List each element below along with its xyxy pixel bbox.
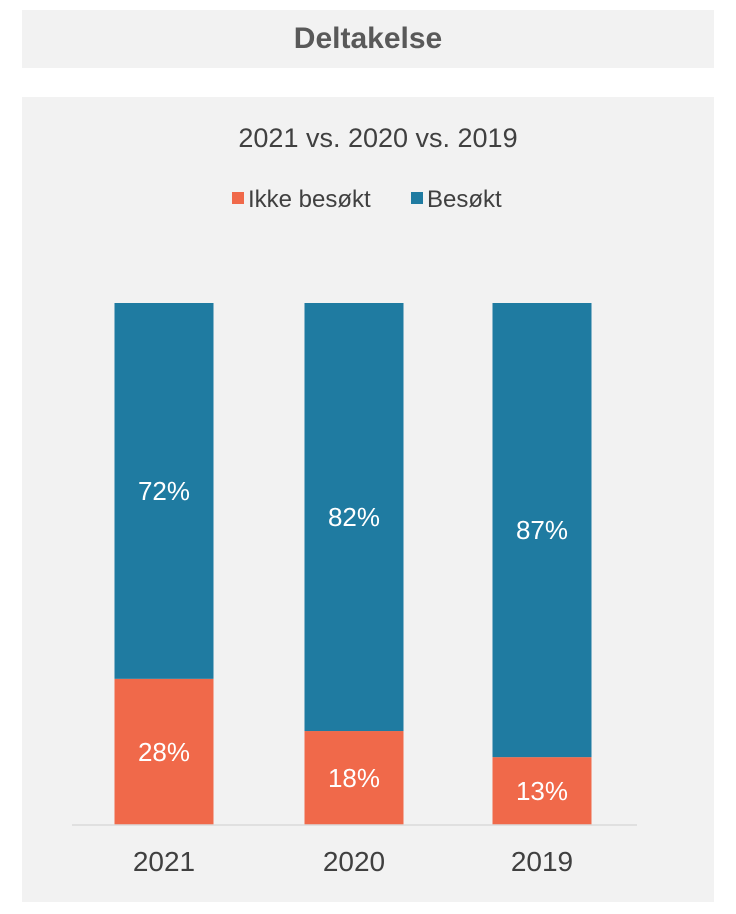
data-label-2021-besokt: 72% (138, 476, 190, 506)
bar-segment-2021-ikke-besokt (114, 678, 214, 825)
bars-group: 28% 72% 18% 82% 13% 87% (114, 303, 592, 825)
bar-segment-2020-ikke-besokt (304, 731, 404, 825)
legend: Ikke besøkt Besøkt (232, 186, 502, 213)
data-label-2020-ikke-besokt: 18% (328, 763, 380, 793)
bar-segment-2019-besokt (492, 303, 592, 758)
bar-segment-2020-besokt (304, 303, 404, 732)
data-label-2019-besokt: 87% (516, 515, 568, 545)
chart-title: 2021 vs. 2020 vs. 2019 (238, 123, 517, 153)
bar-segment-2019-ikke-besokt (492, 757, 592, 825)
bar-segment-2021-besokt (114, 303, 214, 679)
header-banner: Deltakelse (22, 10, 714, 68)
page-title: Deltakelse (293, 22, 443, 55)
data-label-2021-ikke-besokt: 28% (138, 737, 190, 767)
data-label-2019-ikke-besokt: 13% (516, 776, 568, 806)
chart-panel: 2021 vs. 2020 vs. 2019 Ikke besøkt Besøk… (22, 97, 714, 902)
data-label-2020-besokt: 82% (328, 502, 380, 532)
legend-label-ikke-besokt: Ikke besøkt (248, 186, 371, 213)
x-tick-label-2019: 2019 (511, 846, 573, 877)
legend-swatch-besokt (411, 192, 423, 204)
x-axis-ticks: 2021 2020 2019 (133, 846, 573, 877)
stacked-bar-chart: 2021 vs. 2020 vs. 2019 Ikke besøkt Besøk… (72, 123, 637, 877)
x-tick-label-2020: 2020 (323, 846, 385, 877)
x-tick-label-2021: 2021 (133, 846, 195, 877)
legend-swatch-ikke-besokt (232, 192, 244, 204)
legend-label-besokt: Besøkt (427, 186, 502, 213)
